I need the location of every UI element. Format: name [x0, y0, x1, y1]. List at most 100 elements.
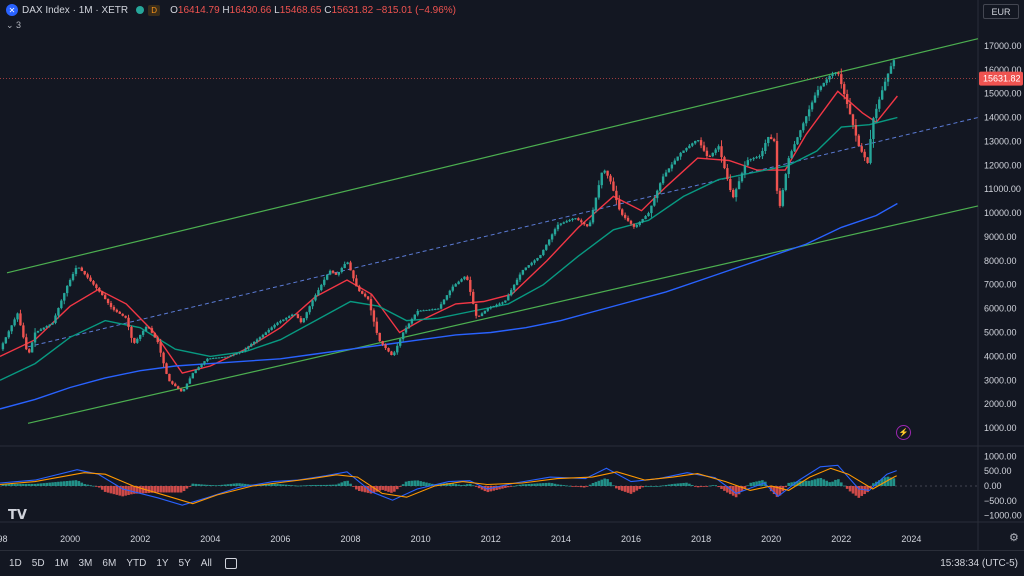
clock[interactable]: 15:38:34 (UTC-5) [940, 558, 1018, 569]
candle-body [682, 150, 685, 153]
macd-histogram-bar [521, 484, 525, 486]
price-tick-label: 15000.00 [984, 89, 1022, 99]
macd-histogram-bar [83, 484, 87, 486]
candle-body [241, 351, 244, 353]
candle-body [822, 82, 825, 87]
timeframe-button-5y[interactable]: 5Y [178, 558, 191, 569]
time-tick-label: 2000 [60, 534, 80, 544]
macd-histogram-bar [305, 485, 309, 487]
macd-histogram-bar [267, 483, 271, 486]
candle-body [667, 168, 671, 173]
candle-body [33, 332, 37, 343]
candle-body [247, 346, 250, 349]
candle-body [86, 274, 89, 278]
macd-histogram-bar [454, 484, 457, 486]
candle-body [71, 273, 75, 280]
macd-histogram-bar [617, 486, 621, 490]
candle-body [889, 66, 893, 74]
lightning-alert-icon[interactable]: ⚡ [896, 425, 911, 440]
macd-histogram-bar [752, 482, 755, 486]
macd-histogram-bar [810, 480, 814, 486]
candle-body [606, 170, 609, 176]
timeframe-button-3m[interactable]: 3M [78, 558, 93, 569]
symbol-title[interactable]: DAX Index · 1M · XETR [22, 4, 129, 16]
candle-body [358, 286, 361, 292]
indicators-toggle[interactable]: ⌄ 3 [6, 20, 22, 30]
candle-body [115, 309, 119, 312]
timeframe-button-5d[interactable]: 5D [31, 558, 45, 569]
candle-body [30, 342, 34, 353]
tradingview-logo-icon[interactable]: TV [8, 508, 27, 523]
candle-body [439, 304, 443, 309]
candle-body [585, 224, 589, 227]
candle-body [547, 239, 551, 245]
timeframe-button-ytd[interactable]: YTD [126, 558, 147, 569]
macd-histogram-bar [658, 485, 662, 487]
candle-body [670, 164, 674, 169]
candle-body [790, 151, 793, 159]
candle-body [638, 222, 641, 226]
candle-body [603, 170, 606, 173]
candle-body [658, 183, 662, 191]
candle-body [498, 303, 501, 305]
macd-histogram-bar [360, 486, 364, 492]
candle-body [317, 290, 320, 296]
candle-body [25, 337, 28, 350]
timeframe-button-all[interactable]: All [200, 558, 212, 569]
candle-body [363, 293, 367, 297]
price-chart[interactable]: 1000.00 2000.00 3000.00 4000.00 5000.00 6000.… [0, 0, 1024, 550]
macd-histogram-bar [302, 485, 306, 487]
candle-body [466, 276, 469, 280]
price-tick-label: 4000.00 [984, 351, 1017, 361]
macd-histogram-bar [135, 486, 139, 494]
time-tick-label: 2024 [901, 534, 921, 544]
macd-histogram-bar [241, 483, 244, 486]
macd-histogram-bar [848, 486, 852, 492]
candle-body [501, 302, 504, 304]
candle-body [778, 190, 782, 206]
macd-tick-label: 1000.00 [984, 451, 1017, 461]
macd-histogram-bar [209, 484, 212, 486]
candle-body [495, 304, 498, 307]
candle-body [7, 331, 10, 338]
price-tick-label: 8000.00 [984, 256, 1017, 266]
macd-histogram-bar [457, 484, 460, 486]
delay-badge: D [148, 4, 161, 16]
candle-body [13, 319, 16, 326]
candle-body [366, 296, 370, 300]
macd-histogram-bar [51, 482, 54, 486]
close-circle-icon[interactable]: ✕ [6, 4, 18, 16]
macd-histogram-bar [311, 484, 314, 486]
candle-body [474, 303, 478, 316]
candle-body [802, 123, 805, 131]
candle-body [767, 137, 770, 144]
macd-histogram-bar [688, 483, 691, 486]
candle-body [594, 197, 598, 211]
currency-selector[interactable]: EUR [983, 4, 1019, 19]
gear-icon[interactable]: ⚙ [1009, 532, 1019, 544]
macd-histogram-bar [238, 483, 241, 486]
macd-histogram-bar [504, 486, 507, 488]
candle-body [510, 290, 513, 296]
macd-histogram-bar [571, 486, 574, 487]
candle-body [647, 213, 650, 217]
calendar-icon[interactable] [224, 558, 237, 569]
macd-histogram-bar [653, 486, 656, 487]
macd-histogram-bar [796, 481, 799, 486]
price-tick-label: 10000.00 [984, 208, 1022, 218]
macd-histogram-bar [36, 483, 40, 486]
candle-body [813, 95, 817, 103]
timeframe-button-6m[interactable]: 6M [102, 558, 117, 569]
timeframe-button-1d[interactable]: 1D [9, 558, 22, 569]
candle-body [194, 370, 197, 374]
price-tick-label: 6000.00 [984, 304, 1017, 314]
candle-body [328, 270, 332, 275]
timeframe-button-1m[interactable]: 1M [54, 558, 69, 569]
timeframe-button-1y[interactable]: 1Y [156, 558, 169, 569]
macd-histogram-bar [600, 479, 604, 486]
candle-body [708, 156, 712, 158]
candle-body [629, 220, 633, 224]
candle-body [95, 284, 98, 289]
macd-histogram-bar [340, 482, 344, 486]
candle-body [463, 276, 466, 280]
